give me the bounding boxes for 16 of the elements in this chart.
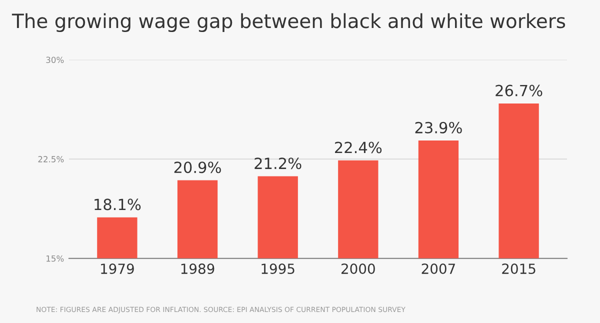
data-label: 26.7% [496,84,542,96]
x-tick-label: 2007 [422,264,455,274]
data-label: 23.9% [415,122,462,134]
y-tick-label: 15% [46,255,64,262]
y-tick-label: 30% [46,56,64,64]
x-tick-label: 1979 [101,264,134,274]
data-label: 20.9% [174,162,221,174]
x-tick-label: 2015 [502,264,536,274]
data-label: 21.2% [254,158,302,170]
data-label: 22.4% [335,142,382,154]
x-tick-label: 2000 [342,264,375,274]
chart-title: The growing wage gap between black and white workers [12,13,566,32]
y-tick-label: 22.5% [38,156,64,162]
x-tick-label: 1995 [262,264,294,274]
data-label: 18.1% [94,198,141,210]
x-tick-label: 1989 [181,264,214,274]
